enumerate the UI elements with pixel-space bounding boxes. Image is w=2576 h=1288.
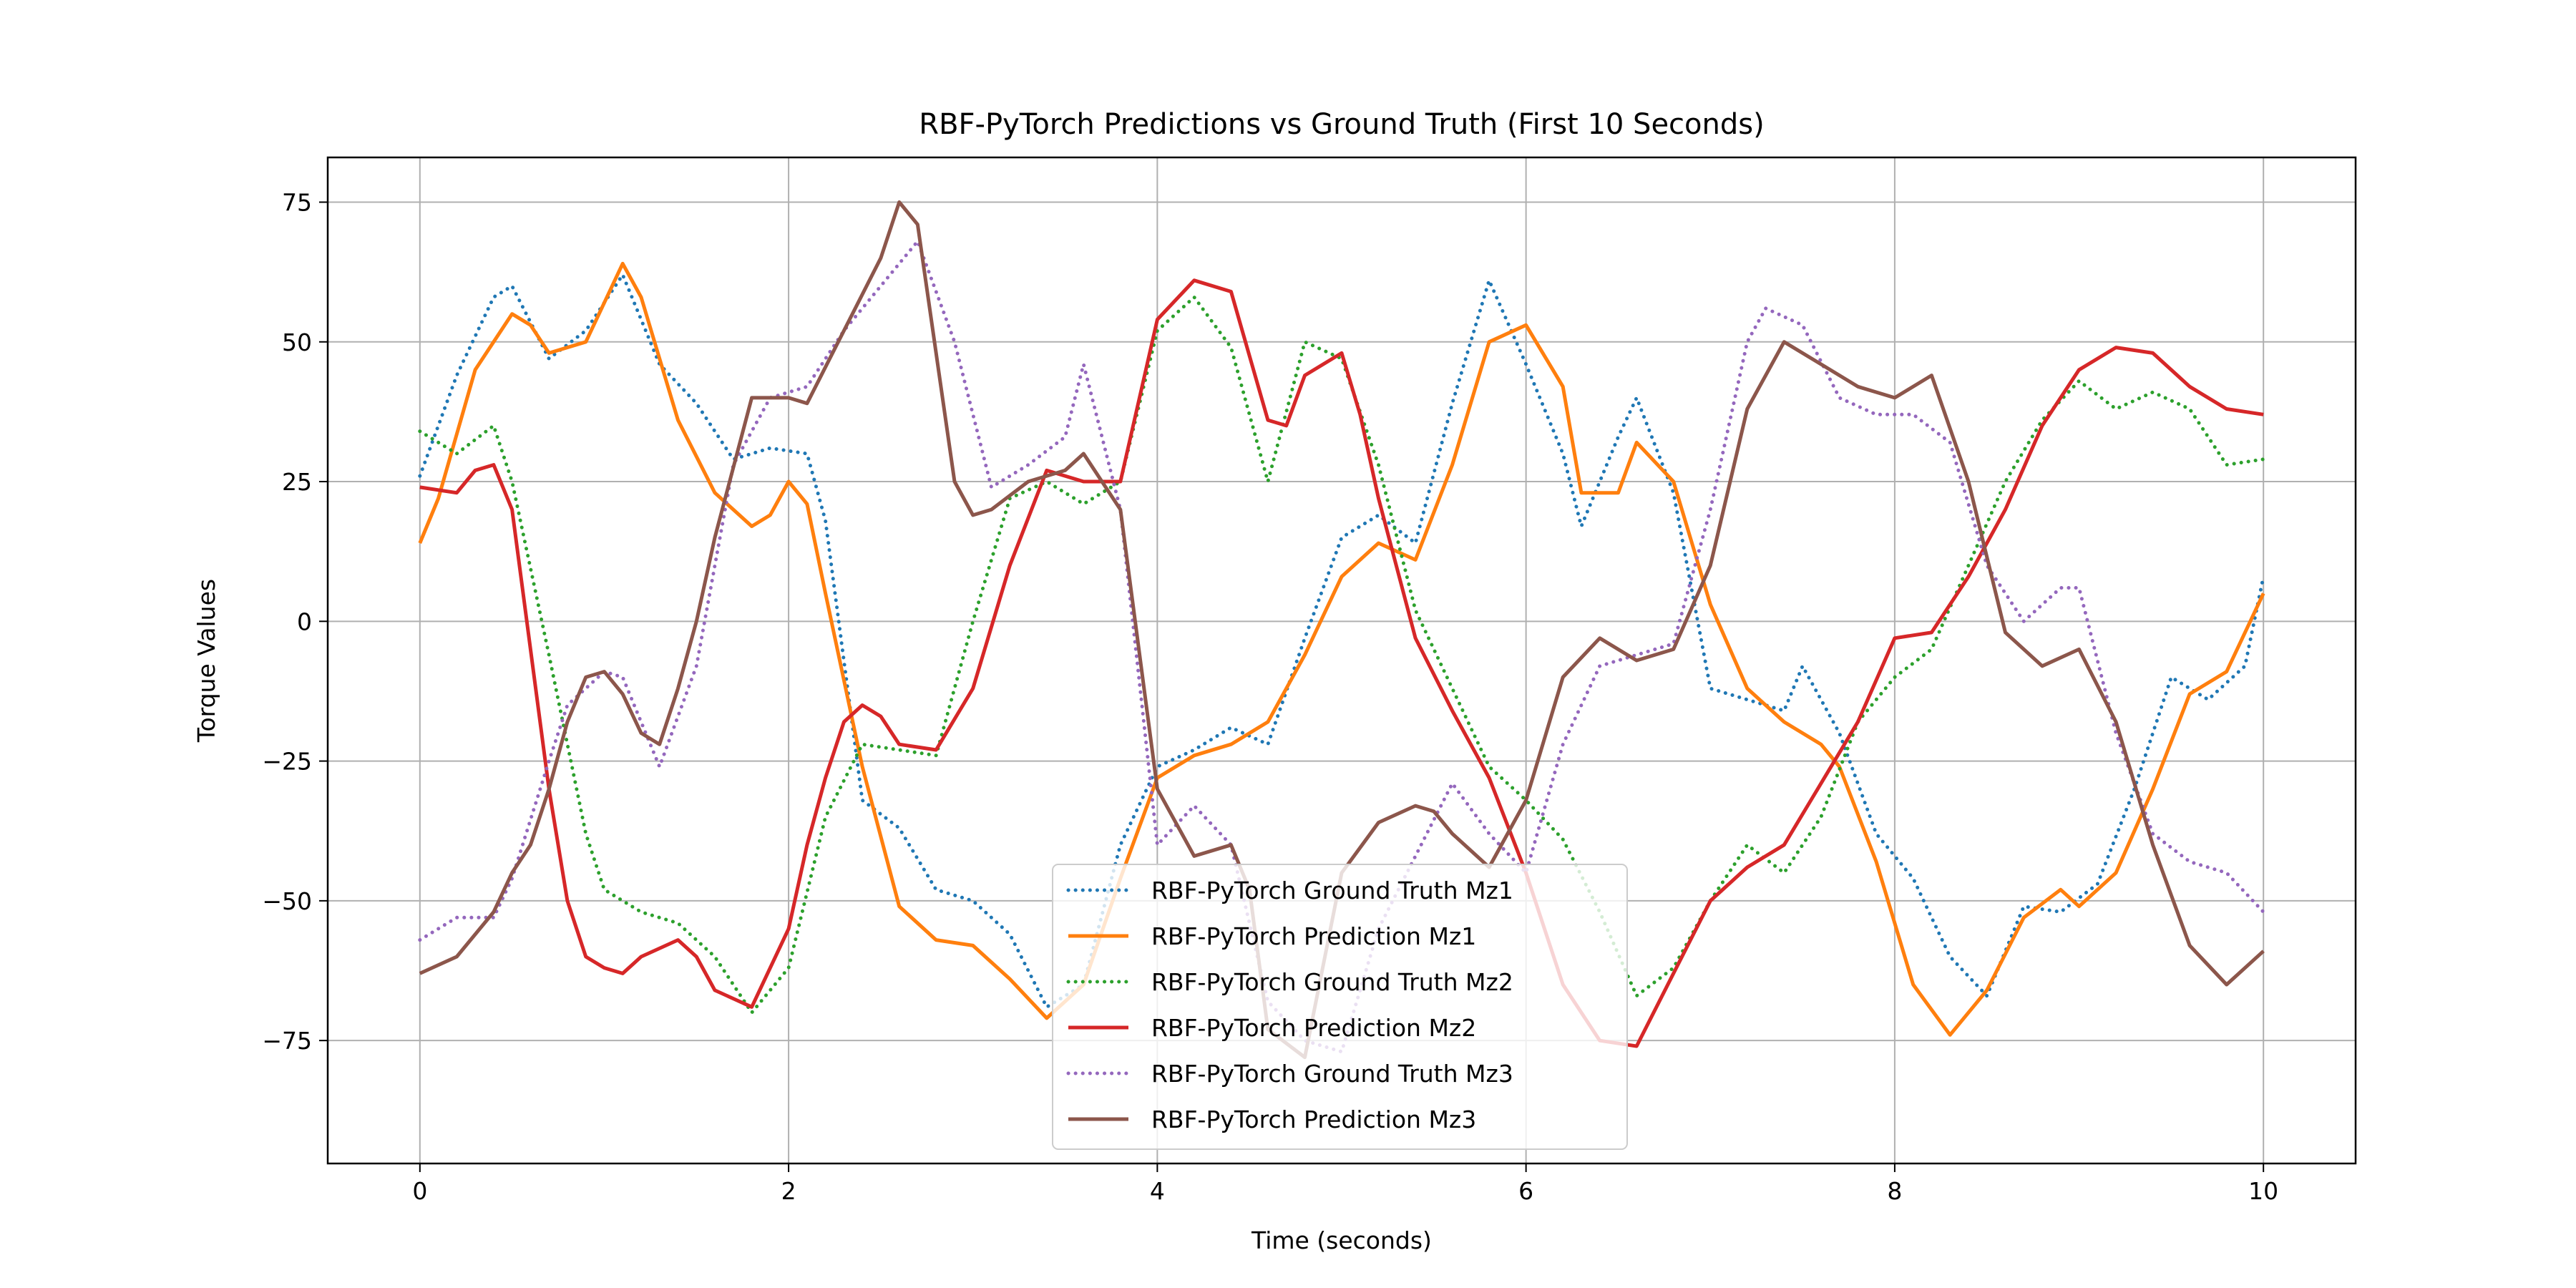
series-line-5	[418, 239, 2265, 1054]
x-tick-label: 0	[412, 1177, 427, 1205]
legend: RBF-PyTorch Ground Truth Mz1 RBF-PyTorch …	[1052, 864, 1628, 1150]
x-axis-title: Time (seconds)	[1251, 1226, 1432, 1254]
legend-label: RBF-PyTorch Ground Truth Mz1	[1151, 877, 1513, 904]
x-tick-label: 8	[1887, 1177, 1902, 1205]
ticks: 0 2 4 6 8 10 −75 −50 −25 0 25 50 75	[262, 188, 2278, 1205]
legend-label: RBF-PyTorch Prediction Mz2	[1151, 1014, 1476, 1042]
y-tick-label: −50	[262, 887, 312, 915]
y-tick-label: 25	[282, 468, 312, 496]
y-tick-label: 0	[297, 608, 312, 635]
series-line-1	[418, 273, 2265, 1009]
legend-label: RBF-PyTorch Prediction Mz3	[1151, 1106, 1476, 1133]
y-tick-label: 50	[282, 328, 312, 356]
series-line-2	[418, 261, 2265, 1037]
plot-area	[418, 200, 2265, 1060]
y-tick-label: −75	[262, 1027, 312, 1055]
y-axis-title: Torque Values	[192, 579, 220, 743]
x-tick-label: 2	[781, 1177, 796, 1205]
y-tick-label: 75	[282, 188, 312, 216]
legend-label: RBF-PyTorch Ground Truth Mz2	[1151, 968, 1513, 996]
y-tick-label: −25	[262, 748, 312, 776]
series-line-6	[419, 200, 2265, 1060]
x-tick-label: 10	[2248, 1177, 2278, 1205]
series-line-4	[419, 278, 2264, 1048]
x-tick-label: 6	[1518, 1177, 1533, 1205]
axes-frame	[326, 156, 2357, 1165]
legend-label: RBF-PyTorch Prediction Mz1	[1151, 922, 1476, 950]
legend-box	[1052, 864, 1628, 1150]
legend-label: RBF-PyTorch Ground Truth Mz3	[1151, 1060, 1513, 1088]
x-tick-label: 4	[1150, 1177, 1165, 1205]
series-line-3	[418, 295, 2265, 1015]
chart-title: RBF-PyTorch Predictions vs Ground Truth …	[919, 108, 1764, 141]
